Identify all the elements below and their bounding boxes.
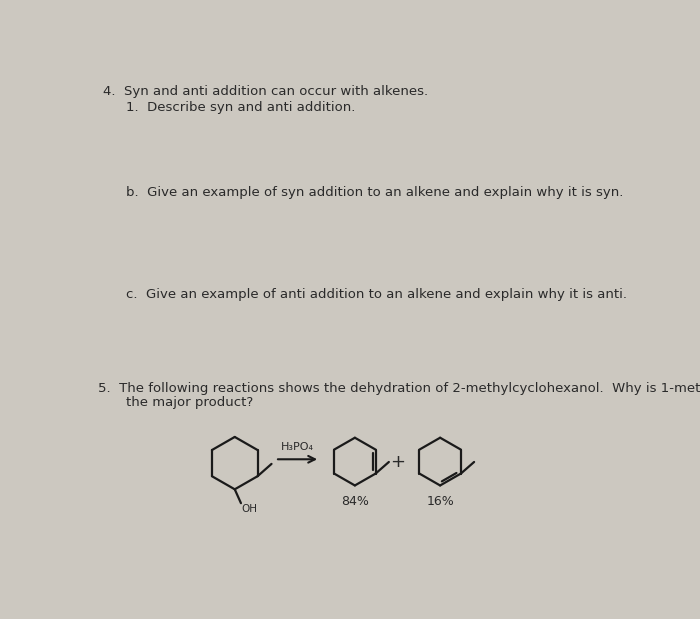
Text: +: + [390, 452, 405, 470]
Text: the major product?: the major product? [126, 396, 253, 409]
Text: 1.  Describe syn and anti addition.: 1. Describe syn and anti addition. [126, 102, 356, 115]
Text: 84%: 84% [341, 495, 369, 508]
Text: c.  Give an example of anti addition to an alkene and explain why it is anti.: c. Give an example of anti addition to a… [126, 288, 627, 301]
Text: 16%: 16% [426, 495, 454, 508]
Text: H₃PO₄: H₃PO₄ [281, 443, 314, 452]
Text: 4.  Syn and anti addition can occur with alkenes.: 4. Syn and anti addition can occur with … [103, 85, 428, 98]
Text: 5.  The following reactions shows the dehydration of 2-methylcyclohexanol.  Why : 5. The following reactions shows the deh… [98, 383, 700, 396]
Text: OH: OH [241, 504, 258, 514]
Text: b.  Give an example of syn addition to an alkene and explain why it is syn.: b. Give an example of syn addition to an… [126, 186, 624, 199]
